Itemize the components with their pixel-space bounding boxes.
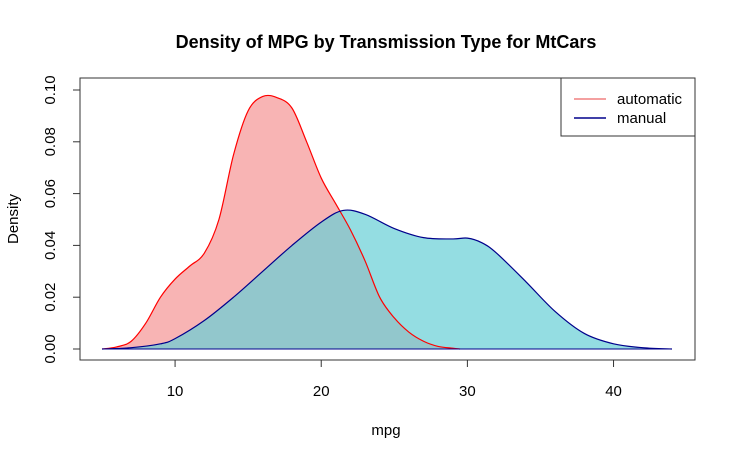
x-axis-label: mpg [371,422,400,439]
x-tick-label-30: 30 [459,383,476,400]
legend: automatic manual [560,77,696,137]
x-axis: 10 20 30 40 [167,359,622,400]
legend-label-manual: manual [617,110,666,127]
chart-title: Density of MPG by Transmission Type for … [176,32,597,52]
density-line-automatic [101,94,461,350]
density-area-manual [102,210,672,349]
y-axis: 0.00 0.02 0.04 0.06 0.08 0.10 [42,75,81,364]
x-tick-label-40: 40 [605,383,622,400]
density-line-manual [101,209,673,350]
y-tick-label-0.10: 0.10 [42,75,59,104]
y-tick-label-0.00: 0.00 [42,334,59,363]
x-tick-label-20: 20 [313,383,330,400]
y-tick-label-0.02: 0.02 [42,283,59,312]
y-tick-label-0.04: 0.04 [42,231,59,260]
y-tick-label-0.06: 0.06 [42,179,59,208]
y-axis-label: Density [5,193,22,244]
legend-box [560,77,696,137]
y-tick-label-0.08: 0.08 [42,127,59,156]
plot-area [101,94,673,350]
x-tick-label-10: 10 [167,383,184,400]
legend-label-automatic: automatic [617,91,683,108]
